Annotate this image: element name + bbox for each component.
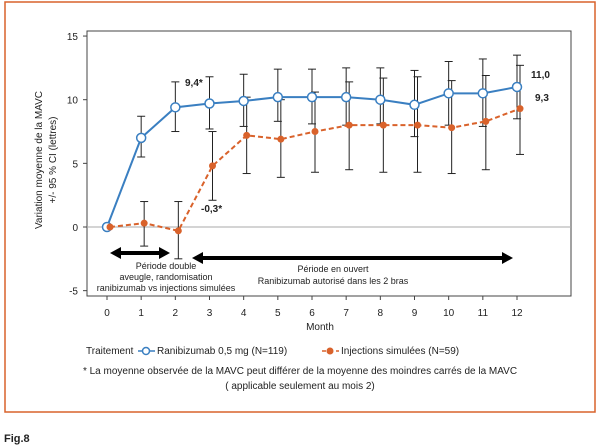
data-point-blue — [511, 81, 523, 93]
data-point-orange — [277, 135, 285, 143]
annotation-blue-m12: 11,0 — [531, 70, 550, 81]
x-tick-label: 12 — [511, 308, 523, 319]
legend-label-orange: Injections simulées (N=59) — [341, 346, 459, 357]
x-tick-label: 3 — [207, 308, 213, 319]
data-point-orange — [174, 227, 182, 235]
legend-label-blue: Ranibizumab 0,5 mg (N=119) — [157, 346, 287, 357]
annotation-orange-m12: 9,3 — [535, 93, 549, 104]
legend-title: Traitement — [86, 346, 134, 357]
x-tick-label: 8 — [378, 308, 384, 319]
data-point-orange — [414, 121, 421, 129]
data-point-blue — [238, 95, 249, 107]
data-point-orange — [516, 105, 524, 113]
annotation-orange-m2: -0,3* — [201, 204, 222, 215]
footnote-line1: * La moyenne observée de la MAVC peut di… — [83, 366, 517, 377]
period1-label-3: ranibizumab vs injections simulées — [97, 283, 236, 293]
x-tick-label: 1 — [138, 308, 144, 319]
data-point-orange — [209, 162, 216, 170]
x-tick-label: 5 — [275, 308, 281, 319]
y-axis-label-line2: +/- 95 % CI (lettres) — [48, 117, 59, 204]
period2-arrow — [192, 252, 513, 264]
x-tick-label: 11 — [478, 308, 489, 319]
footnote-line2: ( applicable seulement au mois 2) — [225, 381, 375, 392]
period1-label-2: aveugle, randomisation — [119, 272, 212, 282]
x-tick-label: 10 — [443, 308, 455, 319]
data-point-orange — [345, 121, 353, 129]
data-point-blue — [272, 91, 284, 103]
y-tick-label: 5 — [72, 159, 78, 170]
y-tick-label: 0 — [72, 223, 78, 234]
data-point-orange — [311, 128, 319, 136]
data-point-orange — [379, 121, 387, 129]
y-axis-label-line1: Variation moyenne de la MAVC — [34, 91, 45, 229]
x-tick-label: 2 — [173, 308, 179, 319]
data-point-orange — [140, 219, 148, 227]
data-point-blue — [443, 88, 454, 99]
data-point-blue — [135, 132, 147, 144]
x-tick-label: 0 — [104, 308, 110, 319]
x-tick-label: 9 — [412, 308, 418, 319]
data-point-orange — [482, 117, 490, 125]
figure-caption: Fig.8 — [4, 433, 30, 445]
data-point-blue — [409, 99, 420, 111]
y-tick-label: 10 — [67, 96, 79, 107]
data-point-orange — [106, 223, 114, 231]
data-point-blue — [306, 91, 318, 103]
x-tick-label: 6 — [309, 308, 315, 319]
x-tick-label: 4 — [241, 308, 247, 319]
data-point-blue — [204, 98, 215, 109]
legend-marker-orange — [326, 347, 334, 355]
legend: Traitement Ranibizumab 0,5 mg (N=119) In… — [86, 346, 459, 357]
data-point-blue — [375, 94, 386, 105]
data-point-orange — [448, 124, 456, 132]
legend-marker-blue — [141, 346, 151, 356]
period1-arrow — [110, 247, 170, 259]
data-point-blue — [477, 88, 489, 99]
annotation-blue-m2: 9,4* — [185, 78, 203, 89]
data-point-orange — [243, 131, 251, 139]
period1-label-1: Période double — [136, 261, 197, 271]
y-tick-label: -5 — [69, 287, 78, 298]
period2-label-2: Ranibizumab autorisé dans les 2 bras — [258, 276, 409, 286]
data-point-blue — [340, 91, 352, 103]
period2-label-1: Période en ouvert — [297, 264, 369, 274]
figure-frame — [4, 1, 596, 413]
x-axis-label: Month — [306, 322, 334, 333]
data-point-blue — [170, 102, 181, 113]
x-tick-label: 7 — [343, 308, 349, 319]
y-tick-label: 15 — [67, 32, 79, 43]
